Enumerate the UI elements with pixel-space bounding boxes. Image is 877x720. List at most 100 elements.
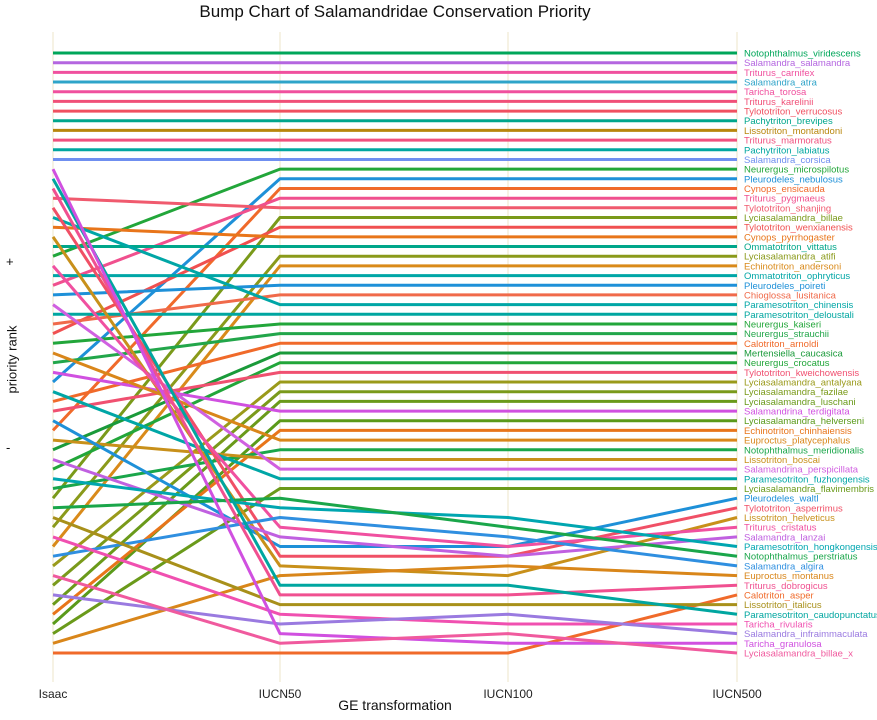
x-tick-label: Isaac xyxy=(39,687,68,701)
series-label-34: Lyciasalamandra_antalyana xyxy=(744,378,863,389)
series-label-6: Tylototriton_verrucosus xyxy=(744,107,842,118)
series-line-29 xyxy=(52,332,737,365)
series-label-61: Taricha_granulosa xyxy=(744,639,822,650)
series-label-56: Calotriton_asper xyxy=(744,590,814,601)
series-label-17: Lyciasalamandra_billae xyxy=(744,213,843,224)
series-label-38: Lyciasalamandra_helverseni xyxy=(744,416,864,427)
series-label-13: Pleurodeles_nebulosus xyxy=(744,174,843,185)
y-axis-label: priority rank xyxy=(4,325,20,394)
series-line-22 xyxy=(51,264,737,548)
series-label-21: Lyciasalamandra_atifi xyxy=(744,252,836,263)
x-tick-label: IUCN100 xyxy=(483,687,533,701)
series-line-19 xyxy=(52,225,737,239)
series-label-42: Lissotriton_boscai xyxy=(744,455,820,466)
series-line-28 xyxy=(52,322,737,345)
series-label-9: Triturus_marmoratus xyxy=(744,136,832,147)
series-label-32: Neurergus_crocatus xyxy=(744,358,830,369)
series-label-12: Neurergus_microspilotus xyxy=(744,165,849,176)
series-line-55 xyxy=(51,187,738,597)
series-label-20: Ommatotriton_vittatus xyxy=(744,242,837,253)
series-label-36: Lyciasalamandra_luschani xyxy=(744,397,856,408)
series-line-24 xyxy=(52,283,737,297)
series-label-7: Pachytriton_brevipes xyxy=(744,116,833,127)
series-label-3: Salamandra_atra xyxy=(744,78,818,89)
series-line-43 xyxy=(52,303,737,471)
series-label-50: Salamandra_lanzai xyxy=(744,532,825,543)
series-label-52: Notophthalmus_perstriatus xyxy=(744,552,858,563)
series-label-54: Euproctus_montanus xyxy=(744,571,834,582)
series-line-26 xyxy=(52,216,737,307)
series-line-32 xyxy=(52,361,737,471)
series-label-40: Euproctus_platycephalus xyxy=(744,436,850,447)
series-label-45: Lyciasalamandra_flavimembris xyxy=(744,484,874,495)
series-label-10: Pachytriton_labiatus xyxy=(744,145,830,156)
series-label-18: Tylototriton_wenxianensis xyxy=(744,223,853,234)
series-label-33: Tylototriton_kweichowensis xyxy=(744,368,859,379)
series-label-27: Paramesotriton_deloustali xyxy=(744,310,854,321)
series-label-22: Echinotriton_andersoni xyxy=(744,261,841,272)
series-label-60: Salamandra_infraimmaculata xyxy=(744,629,868,640)
x-tick-label: IUCN50 xyxy=(259,687,302,701)
series-label-44: Paramesotriton_fuzhongensis xyxy=(744,474,870,485)
series-line-42 xyxy=(52,438,737,461)
series-label-26: Paramesotriton_chinensis xyxy=(744,300,854,311)
series-label-37: Salamandrina_terdigitata xyxy=(744,407,850,418)
series-label-46: Pleurodeles_waltl xyxy=(744,494,818,505)
x-tick-label: IUCN500 xyxy=(712,687,762,701)
series-line-58 xyxy=(51,178,738,616)
series-label-62: Lyciasalamandra_billae_x xyxy=(744,649,853,660)
series-line-52 xyxy=(52,496,738,558)
series-label-39: Echinotriton_chinhaiensis xyxy=(744,426,852,437)
x-axis-label: GE transformation xyxy=(338,697,452,713)
series-label-31: Mertensiella_caucasica xyxy=(744,349,843,360)
series-line-62 xyxy=(52,574,738,655)
series-label-14: Cynops_ensicauda xyxy=(744,184,826,195)
series-label-47: Tylototriton_asperrimus xyxy=(744,503,843,514)
series-line-50 xyxy=(52,458,738,558)
series-label-16: Tylototriton_shanjing xyxy=(744,203,831,214)
series-label-35: Lyciasalamandra_fazilae xyxy=(744,387,848,398)
series-line-12 xyxy=(52,167,737,258)
y-marker-plus: + xyxy=(6,254,14,269)
series-label-51: Paramesotriton_hongkongensis xyxy=(744,542,877,553)
chart-title: Bump Chart of Salamandridae Conservation… xyxy=(199,2,591,21)
series-label-1: Salamandra_salamandra xyxy=(744,58,851,69)
series-line-53 xyxy=(52,516,738,568)
series-line-15 xyxy=(52,196,737,287)
series-label-53: Salamandra_algira xyxy=(744,561,824,572)
series-label-23: Ommatotriton_ophryticus xyxy=(744,271,850,282)
series-label-55: Triturus_dobrogicus xyxy=(744,581,828,592)
series-label-0: Notophthalmus_viridescens xyxy=(744,49,861,60)
series-label-11: Salamandra_corsica xyxy=(744,155,831,166)
series-label-8: Lissotriton_montandoni xyxy=(744,126,842,137)
series-line-41 xyxy=(52,448,737,490)
series-label-24: Pleurodeles_poireti xyxy=(744,281,825,292)
series-line-18 xyxy=(52,225,737,335)
series-line-57 xyxy=(52,516,737,607)
series-line-39 xyxy=(52,428,737,616)
series-label-5: Triturus_karelinii xyxy=(744,97,813,108)
series-label-57: Lissotriton_italicus xyxy=(744,600,822,611)
series-line-44 xyxy=(52,390,737,481)
series-line-34 xyxy=(52,380,737,568)
series-label-48: Lissotriton_helveticus xyxy=(744,513,835,524)
series-label-43: Salamandrina_perspicillata xyxy=(744,465,859,476)
series-label-41: Notophthalmus_meridionalis xyxy=(744,445,864,456)
series-label-15: Triturus_pygmaeus xyxy=(744,194,825,205)
series-line-30 xyxy=(52,341,737,403)
series-line-25 xyxy=(52,293,737,326)
series-line-35 xyxy=(52,390,737,587)
series-line-49 xyxy=(51,264,738,548)
y-marker-minus: - xyxy=(6,440,11,455)
series-label-25: Chioglossa_lusitanica xyxy=(744,290,837,301)
series-line-16 xyxy=(52,196,737,210)
series-label-59: Taricha_rivularis xyxy=(744,620,813,631)
series-label-19: Cynops_pyrrhogaster xyxy=(744,232,835,243)
series-label-30: Calotriton_arnoldi xyxy=(744,339,818,350)
series-line-59 xyxy=(52,535,737,626)
series-line-17 xyxy=(51,216,737,500)
series-label-49: Triturus_cristatus xyxy=(744,523,817,534)
series-label-2: Triturus_carnifex xyxy=(744,68,815,79)
series-label-58: Paramesotriton_caudopunctatus xyxy=(744,610,877,621)
